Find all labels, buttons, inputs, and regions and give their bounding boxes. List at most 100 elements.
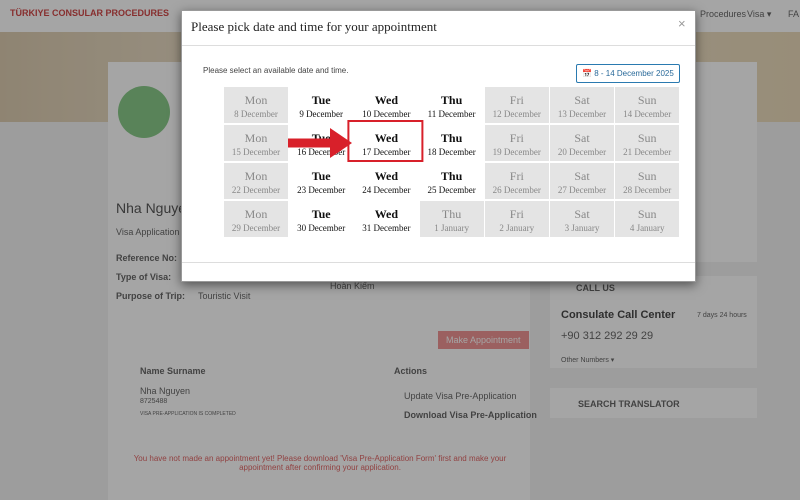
field-label: Reference No: <box>116 253 178 263</box>
day-cell[interactable]: Tue 23 December <box>289 163 354 199</box>
day-name: Fri <box>509 169 524 183</box>
day-cell[interactable]: Tue 30 December <box>289 201 354 237</box>
search[interactable]: SEARCH TRANSLATOR <box>578 399 680 409</box>
day-date: 25 December <box>427 185 476 195</box>
day-cell: Sun 28 December <box>615 163 680 199</box>
day-cell: Sat 27 December <box>550 163 614 199</box>
day-date: 20 December <box>557 147 607 157</box>
day-date: 23 December <box>297 185 346 195</box>
day-date: 29 December <box>231 223 281 233</box>
day-date: 10 December <box>362 109 411 119</box>
day-date: 9 December <box>299 109 344 119</box>
day-name: Wed <box>374 93 399 107</box>
day-cell[interactable]: Thu 18 December <box>419 125 484 161</box>
action-link[interactable]: Download Visa Pre-Application <box>404 410 537 420</box>
day-cell[interactable]: Wed 31 December <box>354 201 419 237</box>
day-name: Mon <box>244 169 268 183</box>
call-center: Consulate Call Center <box>561 309 676 321</box>
divider <box>182 262 695 263</box>
day-date: 11 December <box>427 109 476 119</box>
day-name: Mon <box>244 207 268 221</box>
call-us: CALL US <box>576 283 615 293</box>
table-header: Actions <box>394 366 428 376</box>
nav-item[interactable]: Visa ▾ <box>747 9 772 19</box>
day-name: Thu <box>440 169 463 183</box>
day-date: 31 December <box>362 223 411 233</box>
day-cell: Fri 12 December <box>484 87 549 123</box>
day-date: 15 December <box>231 147 281 157</box>
phone: +90 312 292 29 29 <box>561 330 654 342</box>
day-date: 24 December <box>362 185 411 195</box>
day-name: Mon <box>244 131 268 145</box>
date-range-button[interactable]: 📅 8 - 14 December 2025 <box>576 64 680 83</box>
day-cell[interactable]: Wed 17 December <box>354 125 419 161</box>
day-name: Tue <box>311 93 331 107</box>
modal-title: Please pick date and time for your appoi… <box>191 19 437 34</box>
day-name: Sat <box>574 169 590 183</box>
day-cell[interactable]: Tue 9 December <box>289 87 354 123</box>
other-numbers[interactable]: Other Numbers ▾ <box>561 357 615 364</box>
day-name: Sun <box>637 169 657 183</box>
office: Hoàn Kiếm <box>330 281 375 291</box>
highlight-box <box>347 120 424 162</box>
day-name: Wed <box>374 169 399 183</box>
day-date: 16 December <box>297 147 346 157</box>
day-cell[interactable]: Thu 25 December <box>419 163 484 199</box>
day-cell: Sun 14 December <box>615 87 680 123</box>
row-name: Nha Nguyen <box>140 386 191 396</box>
divider <box>182 45 695 46</box>
row-status: VISA PRE-APPLICATION IS COMPLETED <box>140 411 236 417</box>
day-name: Sun <box>637 93 657 107</box>
day-name: Thu <box>440 93 463 107</box>
instruction: Please select an available date and time… <box>203 66 349 75</box>
day-cell: Sat 3 January <box>550 201 614 237</box>
day-date: 30 December <box>297 223 346 233</box>
day-name: Tue <box>311 169 331 183</box>
field-label: Type of Visa: <box>116 272 172 282</box>
field-label: Purpose of Trip: <box>116 291 186 301</box>
day-cell: Mon 8 December <box>224 87 288 123</box>
day-cell[interactable]: Thu 11 December <box>419 87 484 123</box>
day-cell[interactable]: Wed 10 December <box>354 87 419 123</box>
day-date: 21 December <box>623 147 672 157</box>
notice: You have not made an appointment yet! Pl… <box>133 454 507 472</box>
day-date: 4 January <box>629 223 665 233</box>
nav-item[interactable]: Procedures <box>700 9 747 19</box>
day-cell: Mon 22 December <box>224 163 288 199</box>
day-name: Fri <box>509 131 524 145</box>
hours: 7 days 24 hours <box>697 312 747 319</box>
nav-item[interactable]: FA <box>788 9 800 19</box>
day-date: 8 December <box>234 109 278 119</box>
day-name: Sun <box>637 207 657 221</box>
day-date: 2 January <box>499 223 535 233</box>
arrow-head <box>330 128 352 158</box>
row-number: 8725488 <box>140 398 168 405</box>
day-date: 17 December <box>362 147 411 157</box>
section: Visa Application <box>116 227 180 237</box>
call-card <box>550 276 757 368</box>
day-name: Wed <box>374 207 399 221</box>
day-name: Sun <box>637 131 657 145</box>
action-link[interactable]: Update Visa Pre-Application <box>404 391 517 401</box>
day-date: 1 January <box>434 223 469 233</box>
date-range: 8 - 14 December 2025 <box>594 69 674 78</box>
day-cell: Sun 4 January <box>615 201 680 237</box>
modal: Please pick date and time for your appoi… <box>181 10 696 282</box>
day-name: Fri <box>509 93 524 107</box>
day-name: Thu <box>441 207 462 221</box>
day-date: 12 December <box>492 109 541 119</box>
field-value: Touristic Visit <box>198 291 251 301</box>
day-cell: Fri 19 December <box>484 125 549 161</box>
success-icon <box>118 86 170 138</box>
close-button[interactable]: × <box>678 16 686 31</box>
make-appointment-button[interactable]: Make Appointment <box>438 331 529 349</box>
day-name: Sat <box>574 131 590 145</box>
day-cell[interactable]: Wed 24 December <box>354 163 419 199</box>
brand[interactable]: TÜRKIYE CONSULAR PROCEDURES <box>10 8 170 18</box>
day-cell: Sat 20 December <box>550 125 614 161</box>
table-header: Name Surname <box>140 366 206 376</box>
day-name: Thu <box>440 131 463 145</box>
day-name: Sat <box>574 93 590 107</box>
day-name: Wed <box>374 131 399 145</box>
